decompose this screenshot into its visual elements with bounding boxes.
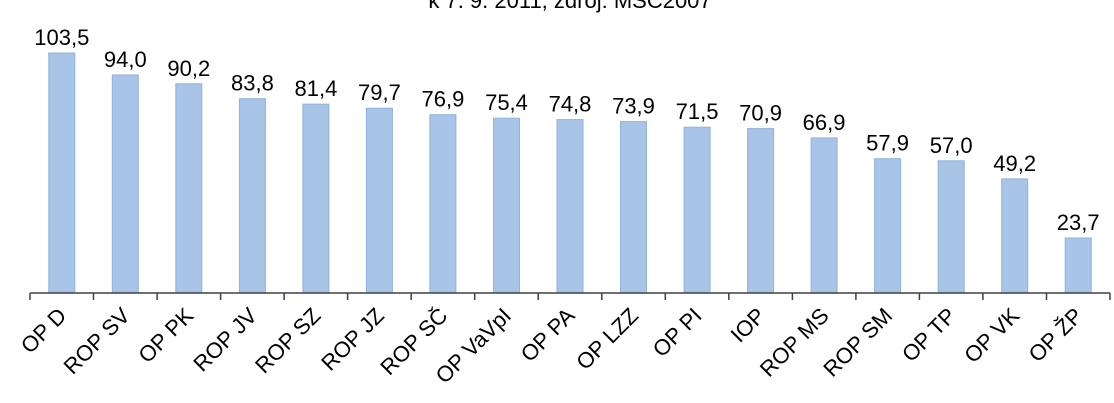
bar-7 bbox=[429, 114, 457, 294]
data-label-9: 74,8 bbox=[549, 92, 592, 117]
data-label-14: 57,9 bbox=[866, 131, 909, 156]
data-label-16: 49,2 bbox=[993, 151, 1036, 176]
bar-14 bbox=[874, 158, 902, 294]
x-tick-label-2: ROP SV bbox=[59, 303, 135, 379]
x-tick-label-14: ROP SM bbox=[818, 303, 897, 382]
bar-11 bbox=[683, 126, 711, 294]
data-label-10: 73,9 bbox=[612, 94, 655, 119]
bar-17 bbox=[1064, 237, 1092, 294]
x-tick-label-5: ROP SZ bbox=[250, 303, 325, 378]
data-label-4: 83,8 bbox=[231, 71, 274, 96]
bar-13 bbox=[810, 137, 838, 294]
x-tick-label-13: ROP MS bbox=[755, 303, 834, 382]
data-label-17: 23,7 bbox=[1057, 210, 1100, 235]
x-tick-label-4: ROP JV bbox=[188, 303, 262, 377]
x-tick-label-16: OP VK bbox=[959, 303, 1024, 368]
bar-4 bbox=[238, 98, 266, 294]
data-label-15: 57,0 bbox=[930, 133, 973, 158]
data-label-7: 76,9 bbox=[421, 87, 464, 112]
bar-2 bbox=[111, 74, 139, 294]
bar-9 bbox=[556, 119, 584, 294]
bar-3 bbox=[175, 83, 203, 294]
x-tick-label-11: OP PI bbox=[648, 303, 707, 362]
bar-12 bbox=[747, 128, 775, 294]
value-labels-group: 103,5 94,0 90,2 83,8 81,4 79,7 76,9 75,4 74,8 73,… bbox=[34, 25, 1099, 235]
bar-10 bbox=[620, 121, 647, 294]
bar-6 bbox=[365, 107, 393, 294]
x-axis bbox=[29, 292, 1111, 300]
bar-15 bbox=[937, 160, 965, 294]
bar-5 bbox=[302, 103, 330, 294]
bar-16 bbox=[1001, 178, 1029, 294]
bars-group bbox=[48, 52, 1092, 294]
data-label-12: 70,9 bbox=[739, 101, 782, 126]
data-label-1: 103,5 bbox=[34, 25, 89, 50]
x-tick-label-17: OP ŽP bbox=[1024, 303, 1088, 367]
data-label-3: 90,2 bbox=[167, 56, 210, 81]
data-label-6: 79,7 bbox=[358, 80, 401, 105]
x-tick-label-10: OP LZZ bbox=[571, 303, 643, 375]
chart-title: k 7. 9. 2011, zdroj: MSC2007 bbox=[428, 0, 711, 13]
data-label-5: 81,4 bbox=[294, 76, 337, 101]
x-tick-label-12: IOP bbox=[726, 303, 770, 347]
bar-8 bbox=[493, 117, 520, 294]
bar-1 bbox=[48, 52, 76, 294]
data-label-8: 75,4 bbox=[485, 90, 528, 115]
data-label-11: 71,5 bbox=[676, 99, 719, 124]
x-tick-label-1: OP D bbox=[16, 303, 71, 358]
data-label-2: 94,0 bbox=[104, 47, 147, 72]
x-tick-label-15: OP TP bbox=[897, 303, 961, 367]
data-label-13: 66,9 bbox=[803, 110, 846, 135]
